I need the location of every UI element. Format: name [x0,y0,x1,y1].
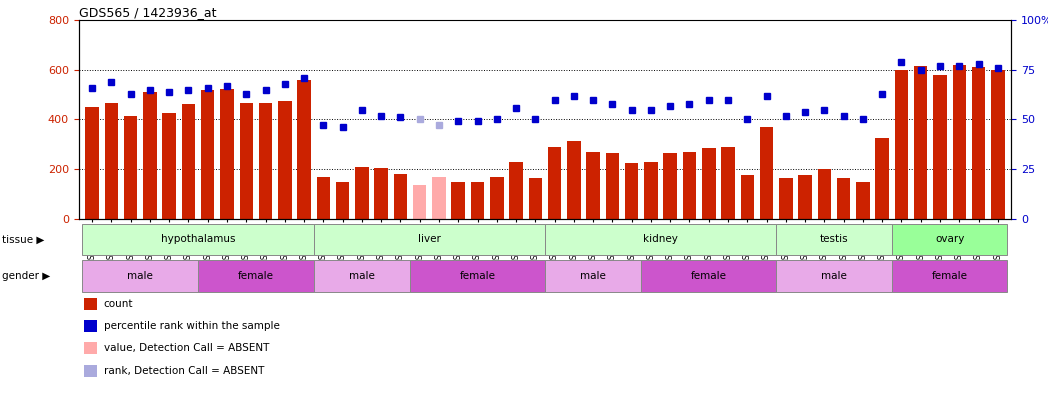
Bar [892,260,1007,292]
Text: female: female [238,271,274,281]
Bar [548,147,562,219]
Bar [85,107,99,219]
Text: rank, Detection Call = ABSENT: rank, Detection Call = ABSENT [104,366,264,375]
Bar [162,113,176,219]
Bar [355,166,369,219]
Bar [259,102,272,219]
Bar [645,162,658,219]
Bar [892,224,1007,256]
Text: female: female [691,271,726,281]
Bar [587,152,599,219]
Bar [721,147,735,219]
Bar [374,168,388,219]
Bar [914,66,927,219]
Bar [702,148,716,219]
Bar [875,138,889,219]
Text: tissue ▶: tissue ▶ [2,234,44,244]
Text: hypothalamus: hypothalamus [160,234,236,244]
Text: male: male [821,271,847,281]
Bar [201,90,215,219]
Bar [83,224,313,256]
Text: value, Detection Call = ABSENT: value, Detection Call = ABSENT [104,343,269,353]
Bar [741,175,755,219]
Bar [779,178,792,219]
Text: kidney: kidney [643,234,678,244]
Bar [394,174,408,219]
Bar [895,70,909,219]
Bar [105,102,118,219]
Bar [413,185,427,219]
Text: female: female [932,271,967,281]
Bar [625,163,638,219]
Bar [298,80,311,219]
Bar [452,182,465,219]
Bar [934,75,946,219]
Bar [144,92,156,219]
Bar [971,67,985,219]
Bar [567,141,581,219]
Text: female: female [459,271,496,281]
Text: GDS565 / 1423936_at: GDS565 / 1423936_at [79,6,216,19]
Bar [606,153,619,219]
Bar [124,116,137,219]
Text: percentile rank within the sample: percentile rank within the sample [104,321,280,331]
Text: ovary: ovary [935,234,964,244]
Bar [220,89,234,219]
Bar [313,224,545,256]
Bar [83,260,198,292]
Text: gender ▶: gender ▶ [2,271,50,281]
Bar [198,260,313,292]
Bar [313,260,410,292]
Bar [777,224,892,256]
Bar [545,260,641,292]
Text: count: count [104,299,133,309]
Text: male: male [349,271,375,281]
Bar [471,182,484,219]
Text: male: male [581,271,606,281]
Bar [663,153,677,219]
Bar [181,104,195,219]
Text: male: male [127,271,153,281]
Bar [991,70,1005,219]
Bar [817,169,831,219]
Bar [641,260,777,292]
Bar [316,177,330,219]
Bar [837,178,850,219]
Text: testis: testis [820,234,848,244]
Bar [682,152,696,219]
Bar [760,127,773,219]
Bar [432,177,445,219]
Bar [953,65,966,219]
Bar [335,182,349,219]
Text: liver: liver [418,234,441,244]
Bar [509,162,523,219]
Bar [799,175,812,219]
Bar [856,182,870,219]
Bar [490,177,503,219]
Bar [545,224,777,256]
Bar [528,178,542,219]
Bar [777,260,892,292]
Bar [278,101,291,219]
Bar [410,260,545,292]
Bar [240,102,253,219]
